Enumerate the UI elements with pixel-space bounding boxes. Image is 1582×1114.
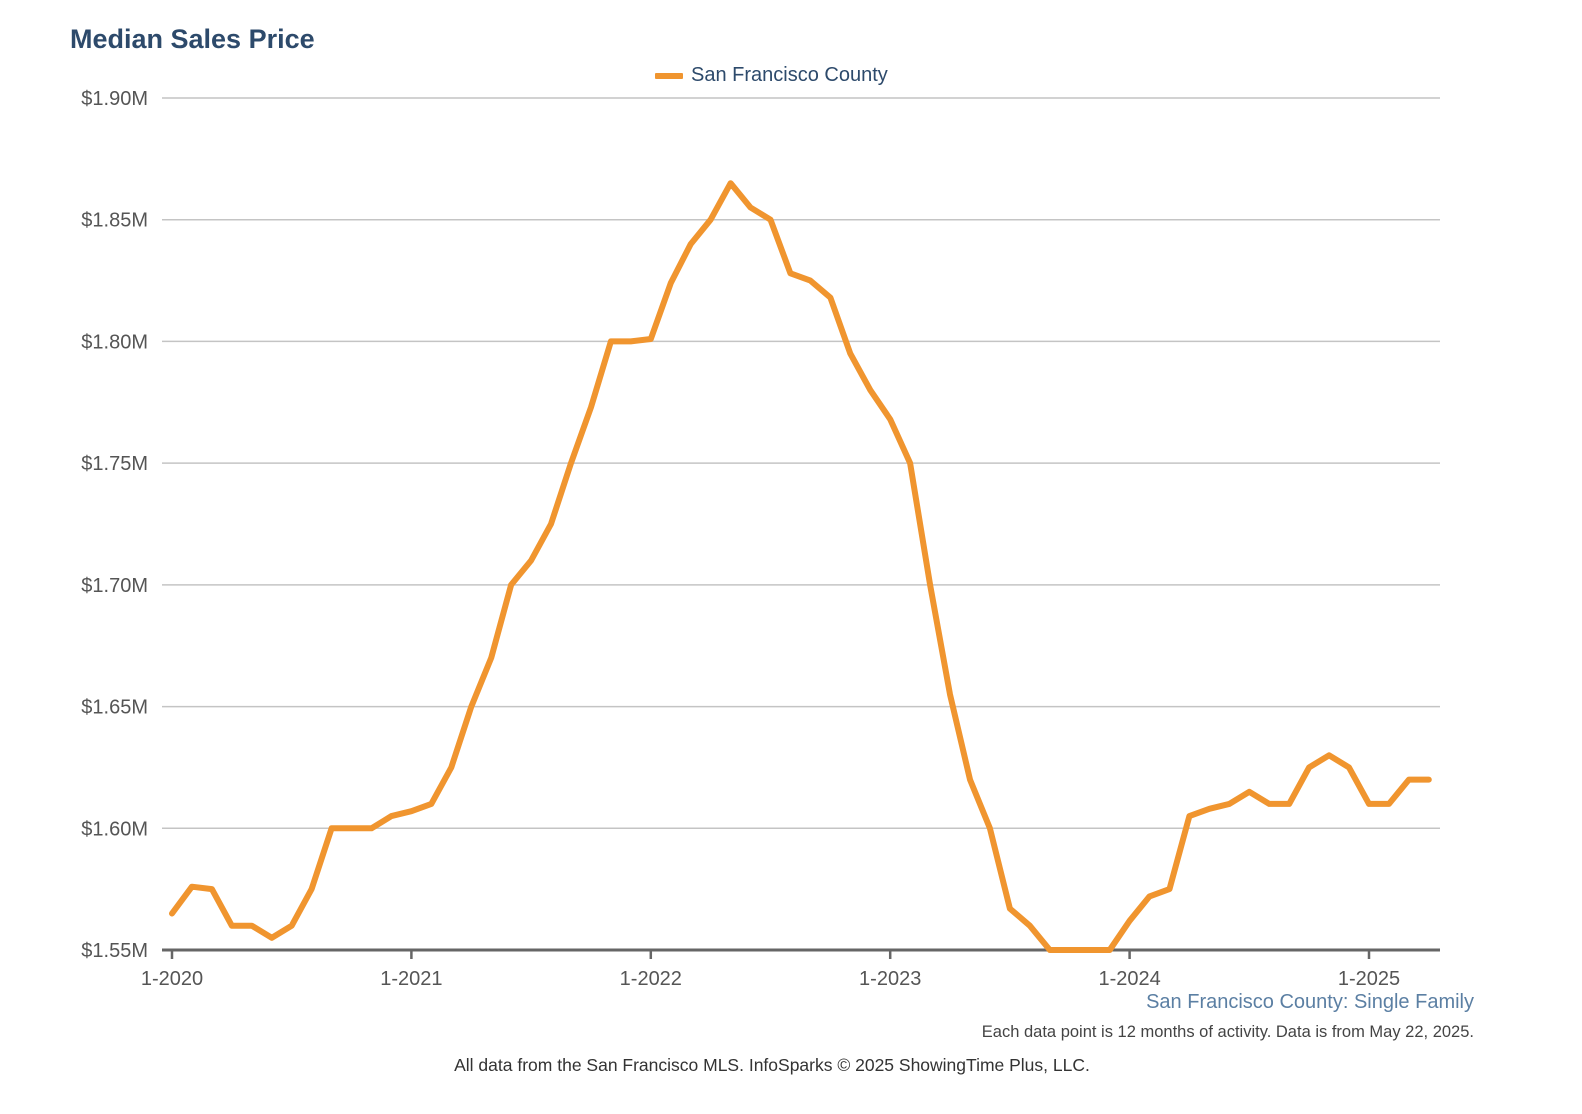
- legend: San Francisco County: [655, 64, 888, 87]
- gridlines: [162, 97, 1440, 830]
- legend-label: San Francisco County: [691, 64, 888, 86]
- y-tick-label: $1.55M: [81, 940, 148, 962]
- y-tick-label: $1.90M: [81, 88, 148, 110]
- data-footnote: Each data point is 12 months of activity…: [981, 1023, 1474, 1041]
- data-source: All data from the San Francisco MLS. Inf…: [454, 1055, 1090, 1075]
- legend-swatch: [655, 72, 683, 79]
- x-tick-label: 1-2023: [859, 968, 921, 990]
- y-axis-ticks: $1.55M $1.60M $1.65M $1.70M $1.75M $1.80M $1.8…: [81, 88, 148, 962]
- y-tick-label: $1.70M: [81, 575, 148, 597]
- y-tick-label: $1.75M: [81, 453, 148, 475]
- y-tick-label: $1.65M: [81, 697, 148, 719]
- x-tick-label: 1-2021: [380, 968, 442, 990]
- x-tick-label: 1-2020: [141, 968, 203, 990]
- series-lines: [169, 180, 1432, 953]
- y-tick-label: $1.80M: [81, 331, 148, 353]
- x-axis: 1-2020 1-2021 1-2022 1-2023 1-2024 1-2025: [141, 948, 1440, 990]
- series-line: [169, 180, 1432, 953]
- x-tick-label: 1-2025: [1338, 968, 1400, 990]
- chart-subtitle: San Francisco County: Single Family: [1146, 991, 1474, 1013]
- x-tick-label: 1-2022: [620, 968, 682, 990]
- x-tick-label: 1-2024: [1098, 968, 1160, 990]
- y-tick-label: $1.85M: [81, 210, 148, 232]
- chart-title: Median Sales Price: [70, 24, 315, 54]
- y-tick-label: $1.60M: [81, 818, 148, 840]
